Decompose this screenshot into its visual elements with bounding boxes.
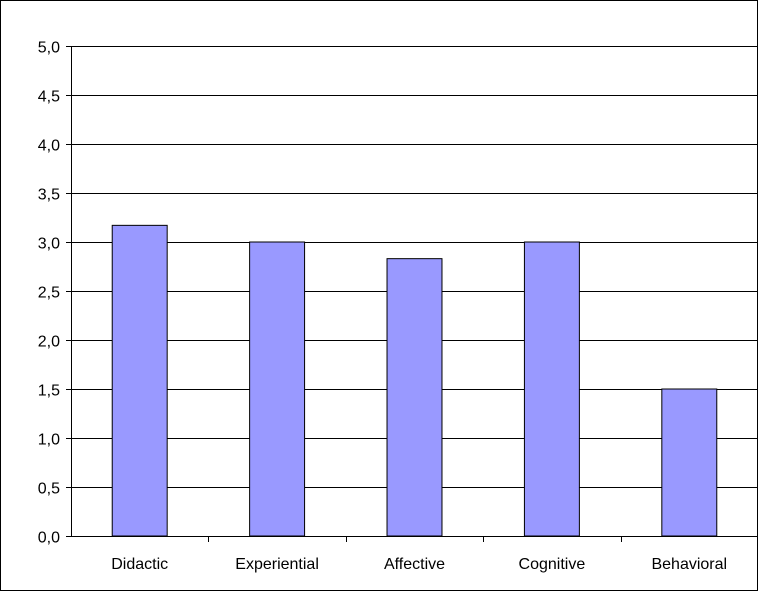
y-tick-label: 2,5 bbox=[38, 285, 60, 302]
x-tick-labels: Didactic Experiential Affective Cognitive Be… bbox=[111, 556, 727, 573]
y-tick-label: 1,0 bbox=[38, 432, 60, 449]
axes bbox=[66, 46, 758, 542]
y-tick-label: 4,0 bbox=[38, 138, 60, 155]
x-tick-label: Behavioral bbox=[651, 556, 727, 573]
y-tick-label: 5,0 bbox=[38, 40, 60, 57]
y-tick-label: 0,0 bbox=[38, 530, 60, 547]
y-tick-labels: 0,0 0,5 1,0 1,5 2,0 2,5 3,0 3,5 4,0 4,5 5,0 bbox=[38, 40, 60, 547]
y-tick-label: 2,0 bbox=[38, 334, 60, 351]
y-tick-label: 3,5 bbox=[38, 187, 60, 204]
bar-affective bbox=[386, 258, 443, 537]
bar-cognitive bbox=[523, 241, 580, 537]
y-tick-label: 3,0 bbox=[38, 236, 60, 253]
y-tick-label: 0,5 bbox=[38, 481, 60, 498]
x-tick-label: Experiential bbox=[235, 556, 319, 573]
y-tick-label: 1,5 bbox=[38, 383, 60, 400]
bars bbox=[111, 224, 718, 537]
bar-experiential bbox=[249, 241, 306, 537]
bar-behavioral bbox=[661, 388, 718, 537]
x-tick-label: Cognitive bbox=[519, 556, 586, 573]
x-tick-label: Didactic bbox=[111, 556, 168, 573]
y-tick-label: 4,5 bbox=[38, 89, 60, 106]
x-tick-label: Affective bbox=[384, 556, 445, 573]
bar-didactic bbox=[111, 224, 168, 537]
